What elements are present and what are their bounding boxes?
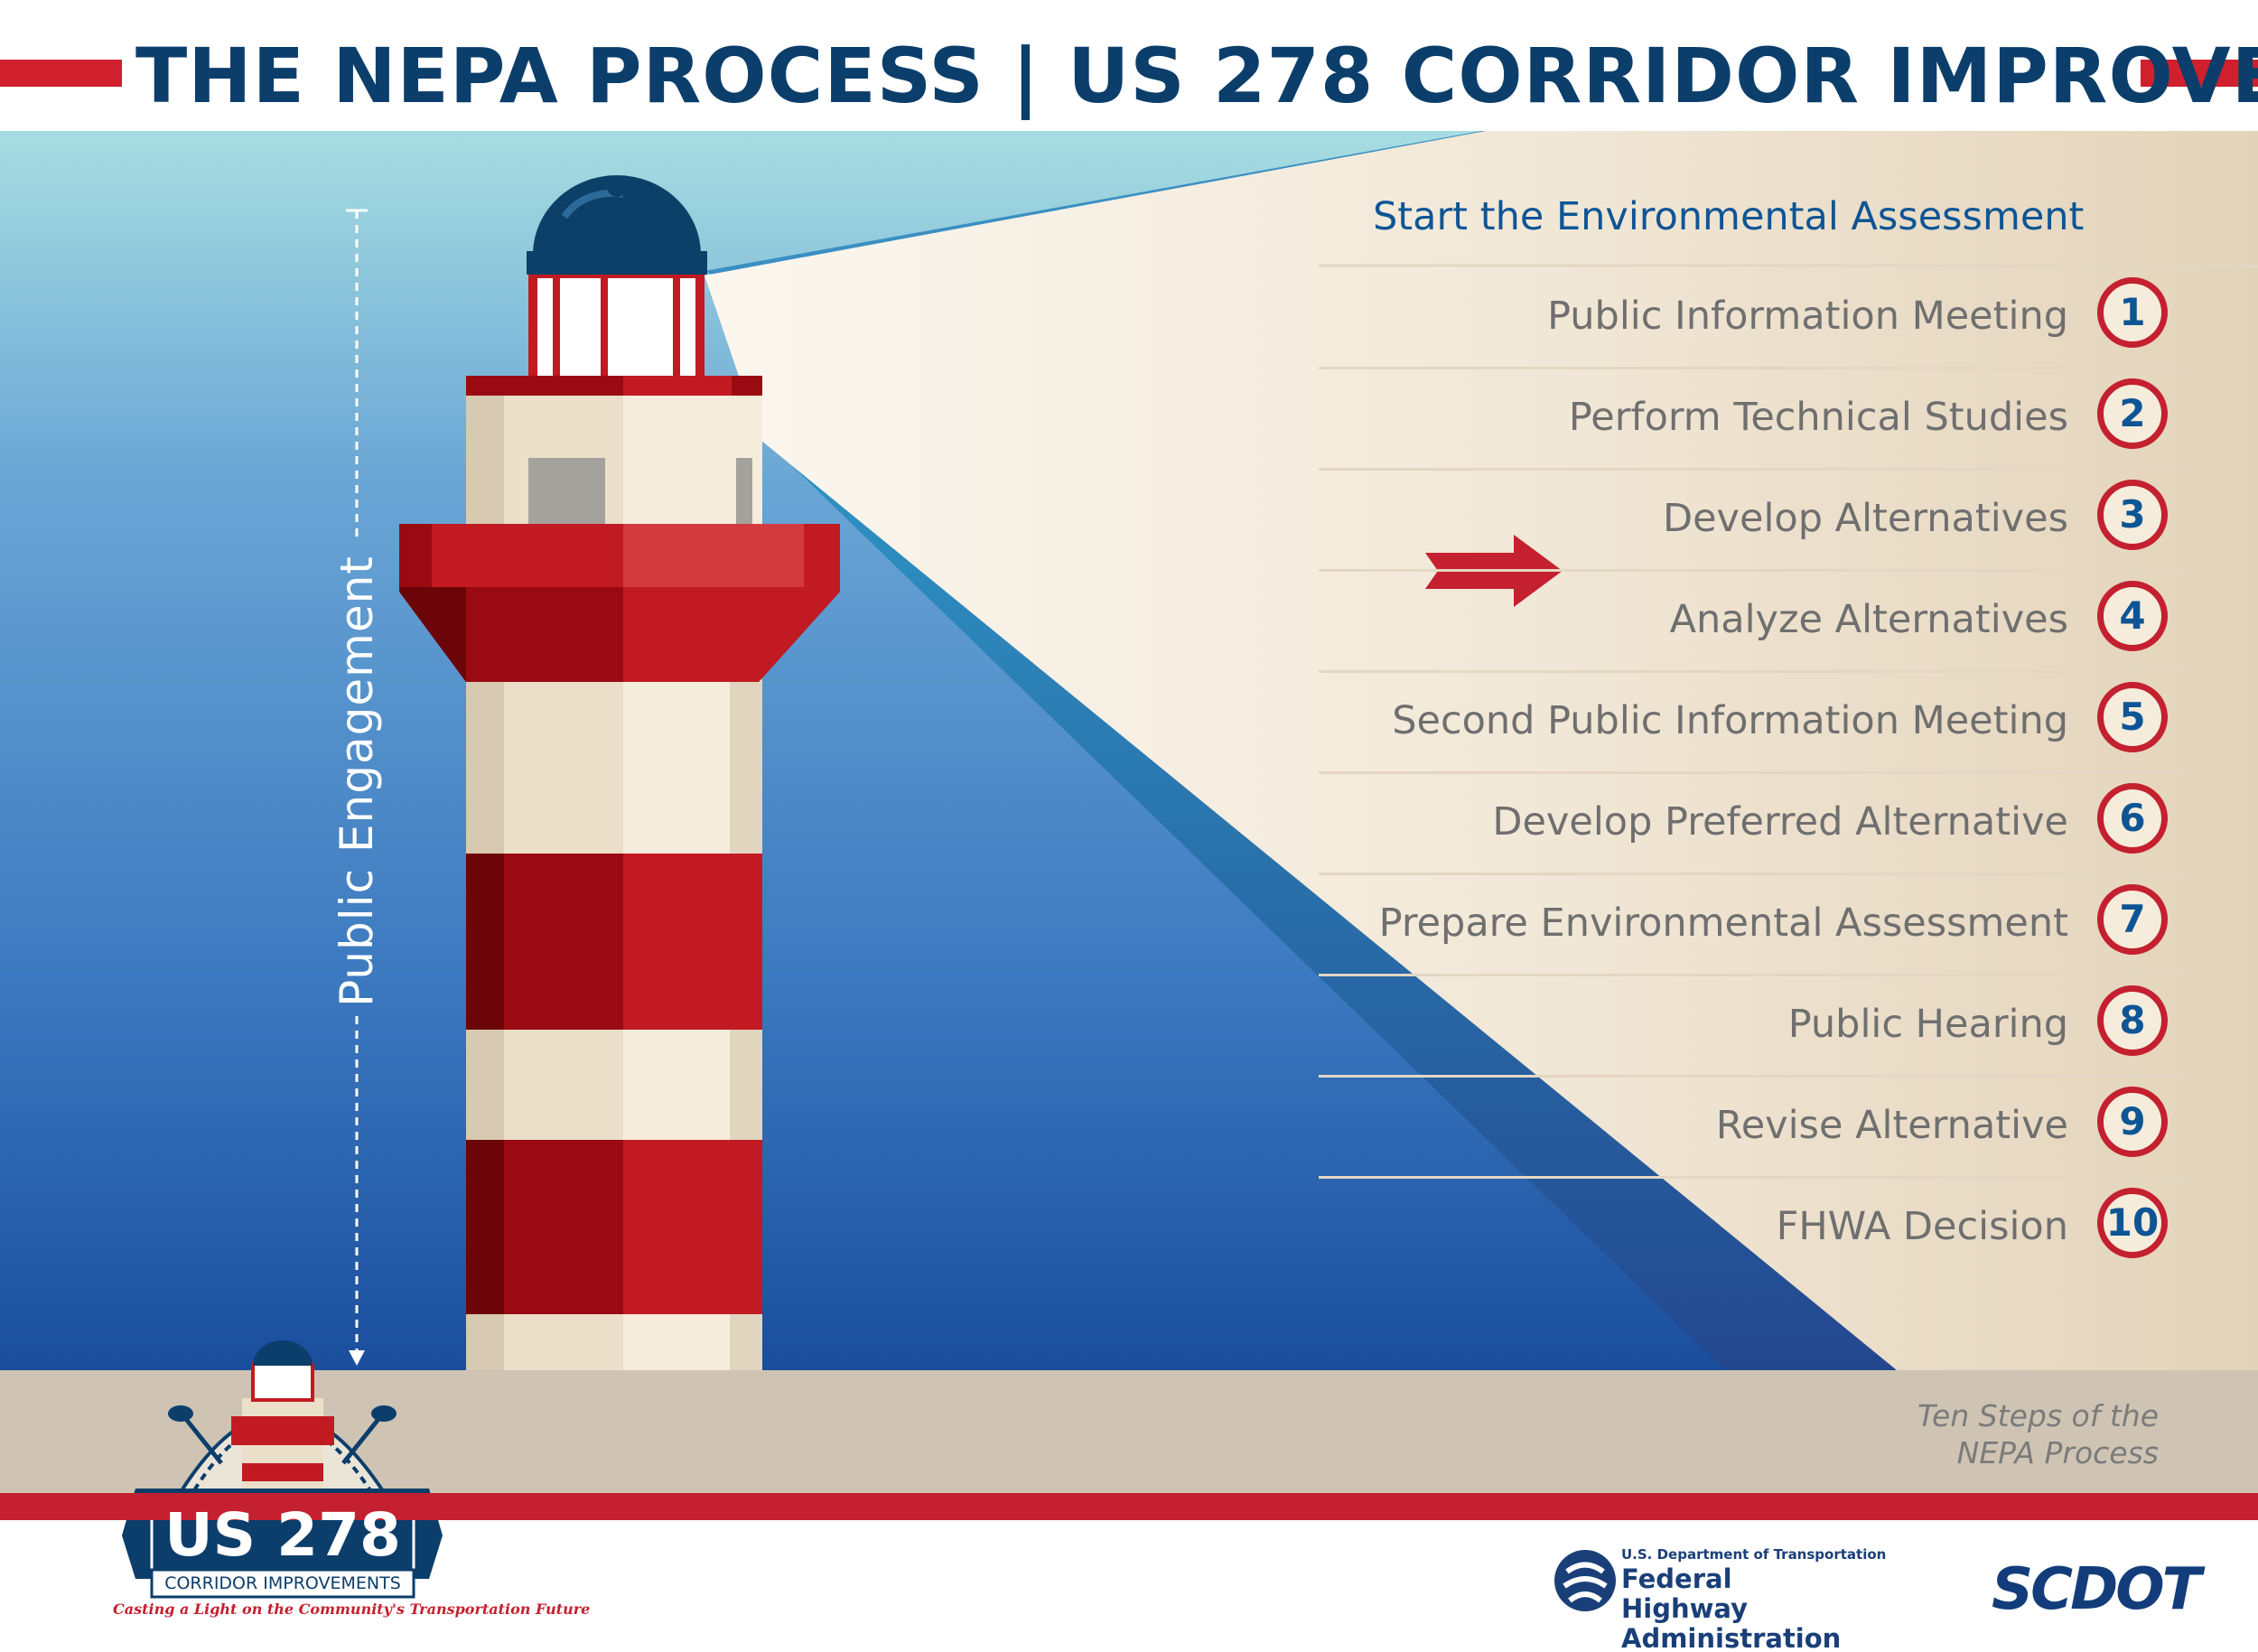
- step-row-3: Develop Alternatives 3: [1319, 468, 2186, 572]
- step-label: Develop Alternatives: [1662, 496, 2068, 541]
- public-engagement-label: Public Engagement: [331, 555, 383, 1007]
- step-number-badge: 5: [2097, 682, 2168, 752]
- fhwa-name: Federal Highway Administration: [1621, 1563, 1856, 1652]
- step-number-badge: 2: [2097, 378, 2168, 449]
- logo-title: US 278: [164, 1500, 401, 1570]
- engagement-arrow: [346, 209, 368, 1366]
- step-row-7: Prepare Environmental Assessment 7: [1319, 873, 2186, 976]
- step-number-badge: 1: [2097, 277, 2168, 348]
- step-label: Perform Technical Studies: [1568, 395, 2068, 440]
- fhwa-name-line-2: Administration: [1621, 1623, 1842, 1652]
- step-label: Develop Preferred Alternative: [1492, 799, 2068, 845]
- title-bar-left: [0, 60, 122, 87]
- start-assessment-label: Start the Environmental Assessment: [1373, 194, 2085, 239]
- footer-red-stripe: [0, 1493, 2258, 1520]
- step-label: Public Hearing: [1787, 1002, 2068, 1047]
- step-row-9: Revise Alternative 9: [1319, 1075, 2186, 1179]
- step-row-1: Public Information Meeting 1: [1319, 266, 2186, 369]
- scdot-logo: SCDOT: [1992, 1556, 2201, 1623]
- step-label: Public Information Meeting: [1547, 294, 2068, 339]
- step-number-badge: 10: [2097, 1188, 2168, 1258]
- step-label: Second Public Information Meeting: [1392, 698, 2068, 743]
- logo-tagline: Casting a Light on the Community's Trans…: [113, 1601, 591, 1618]
- step-row-6: Develop Preferred Alternative 6: [1319, 771, 2186, 875]
- page-title: THE NEPA PROCESS | US 278 CORRIDOR IMPRO…: [135, 32, 2258, 120]
- fhwa-logo-icon: [1554, 1550, 1616, 1611]
- caption-line-1: Ten Steps of the: [1917, 1398, 2159, 1433]
- step-row-10: FHWA Decision 10: [1319, 1176, 2186, 1277]
- step-number-badge: 7: [2097, 884, 2168, 955]
- light-beam: [704, 131, 2258, 1370]
- step-number-badge: 9: [2097, 1087, 2168, 1157]
- step-row-8: Public Hearing 8: [1319, 974, 2186, 1078]
- fhwa-department: U.S. Department of Transportation: [1621, 1546, 1887, 1563]
- step-row-5: Second Public Information Meeting 5: [1319, 670, 2186, 774]
- step-label: FHWA Decision: [1776, 1204, 2068, 1249]
- caption-line-2: NEPA Process: [1956, 1435, 2159, 1470]
- title-bar-right: [2141, 60, 2258, 87]
- ground-strip: [0, 1370, 2258, 1493]
- step-label: Revise Alternative: [1715, 1103, 2068, 1148]
- process-caption: Ten Steps of the NEPA Process: [1833, 1397, 2159, 1479]
- step-number-badge: 4: [2097, 581, 2168, 651]
- step-number-badge: 8: [2097, 985, 2168, 1056]
- step-label: Prepare Environmental Assessment: [1378, 901, 2068, 946]
- step-row-4: Analyze Alternatives 4: [1319, 569, 2186, 673]
- step-number-badge: 3: [2097, 480, 2168, 550]
- logo-subtitle: CORRIDOR IMPROVEMENTS: [164, 1573, 401, 1593]
- step-row-2: Perform Technical Studies 2: [1319, 367, 2186, 471]
- step-label: Analyze Alternatives: [1669, 597, 2068, 642]
- fhwa-name-line-1: Federal Highway: [1621, 1563, 1748, 1624]
- lighthouse: [399, 175, 840, 1370]
- header: THE NEPA PROCESS | US 278 CORRIDOR IMPRO…: [0, 0, 2258, 131]
- step-number-badge: 6: [2097, 783, 2168, 854]
